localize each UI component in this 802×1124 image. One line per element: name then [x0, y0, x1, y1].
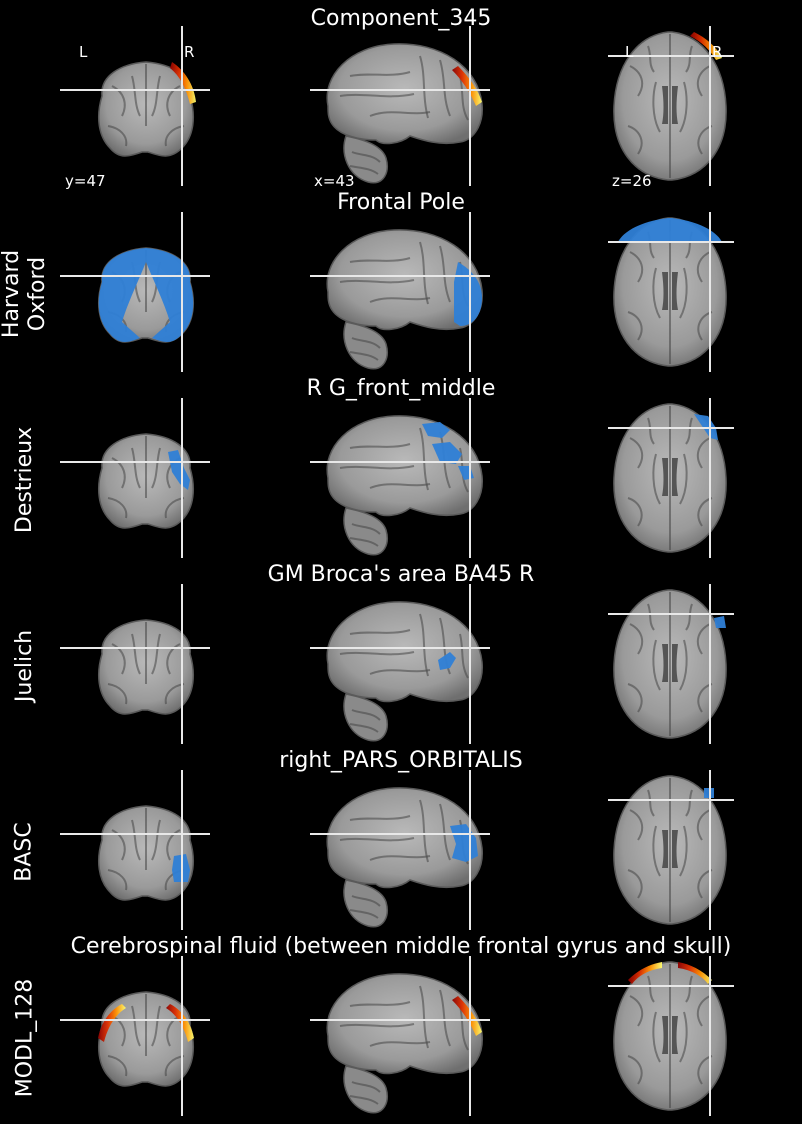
atlas-region-overlay	[438, 652, 456, 670]
coronal-view	[60, 770, 210, 930]
row-title: right_PARS_ORBITALIS	[279, 748, 523, 773]
sagittal-brain-slice	[326, 415, 483, 556]
row-title: Cerebrospinal fluid (between middle fron…	[70, 934, 732, 959]
activation-overlay	[166, 1004, 194, 1042]
figure-row: Cerebrospinal fluid (between middle fron…	[0, 930, 802, 1116]
row-title: GM Broca's area BA45 R	[267, 562, 535, 587]
axial-brain-slice	[613, 961, 727, 1111]
atlas-label-text: Destrieux	[12, 426, 37, 534]
atlas-region-overlay	[618, 218, 722, 242]
sagittal-view	[310, 584, 490, 744]
atlas-region-overlay	[422, 422, 450, 438]
atlas-region-overlay	[432, 442, 462, 464]
axial-view	[608, 26, 734, 186]
atlas-label-text: Juelich	[12, 629, 38, 703]
coronal-view	[60, 398, 210, 558]
activation-overlay	[452, 996, 482, 1036]
figure-row: R G_front_middle Destrieux	[0, 372, 802, 558]
atlas-label-text: BASC	[12, 822, 37, 882]
coronal-view	[60, 26, 210, 186]
orientation-left-label: L	[625, 43, 634, 61]
sagittal-brain-slice	[326, 601, 483, 742]
figure-row: Frontal Pole Harvard Oxford	[0, 186, 802, 372]
axial-coordinate: z=26	[612, 172, 652, 190]
axial-brain-slice	[613, 403, 727, 553]
axial-view	[608, 398, 734, 558]
sagittal-view	[310, 770, 490, 930]
atlas-label: Juelich	[8, 588, 42, 744]
atlas-label: BASC	[8, 774, 42, 930]
axial-brain-slice	[613, 31, 727, 181]
sagittal-view	[310, 26, 490, 186]
axial-view	[608, 770, 734, 930]
sagittal-view	[310, 398, 490, 558]
row-title: Frontal Pole	[337, 190, 465, 215]
sagittal-brain-slice	[326, 43, 483, 184]
activation-overlay	[452, 66, 482, 106]
activation-overlay	[678, 962, 712, 984]
atlas-region-overlay	[714, 616, 726, 628]
coronal-view	[60, 212, 210, 372]
axial-view	[608, 956, 734, 1116]
row-title: Component_345	[310, 6, 492, 31]
activation-overlay	[98, 1004, 126, 1042]
atlas-region-overlay	[98, 248, 146, 342]
sagittal-brain-slice	[326, 787, 483, 928]
atlas-region-overlay	[454, 262, 482, 326]
orientation-right-label: R	[184, 43, 195, 61]
orientation-right-label: R	[712, 43, 723, 61]
coronal-view	[60, 584, 210, 744]
coronal-brain-slice	[97, 991, 195, 1087]
atlas-label: Destrieux	[8, 402, 42, 558]
row-title: R G_front_middle	[306, 376, 496, 401]
activation-overlay	[690, 32, 722, 60]
sagittal-view	[310, 212, 490, 372]
figure-row: GM Broca's area BA45 R Juelich	[0, 558, 802, 744]
atlas-label-text: Harvard Oxford	[0, 249, 51, 339]
figure-row: right_PARS_ORBITALIS BASC	[0, 744, 802, 930]
activation-overlay	[628, 962, 662, 984]
coronal-brain-slice	[97, 619, 195, 715]
sagittal-view	[310, 956, 490, 1116]
orientation-left-label: L	[79, 43, 88, 61]
atlas-label: Harvard Oxford	[0, 216, 50, 372]
axial-brain-slice	[613, 775, 727, 925]
coronal-view	[60, 956, 210, 1116]
axial-view	[608, 584, 734, 744]
sagittal-coordinate: x=43	[314, 172, 355, 190]
axial-view	[608, 212, 734, 372]
atlas-region-overlay	[168, 450, 190, 490]
atlas-label-text: MODL_128	[12, 978, 37, 1098]
coronal-brain-slice	[97, 805, 195, 901]
coronal-coordinate: y=47	[65, 172, 106, 190]
sagittal-brain-slice	[326, 973, 483, 1114]
atlas-label: MODL_128	[8, 960, 42, 1116]
axial-brain-slice	[613, 589, 727, 739]
axial-brain-slice	[613, 217, 727, 367]
